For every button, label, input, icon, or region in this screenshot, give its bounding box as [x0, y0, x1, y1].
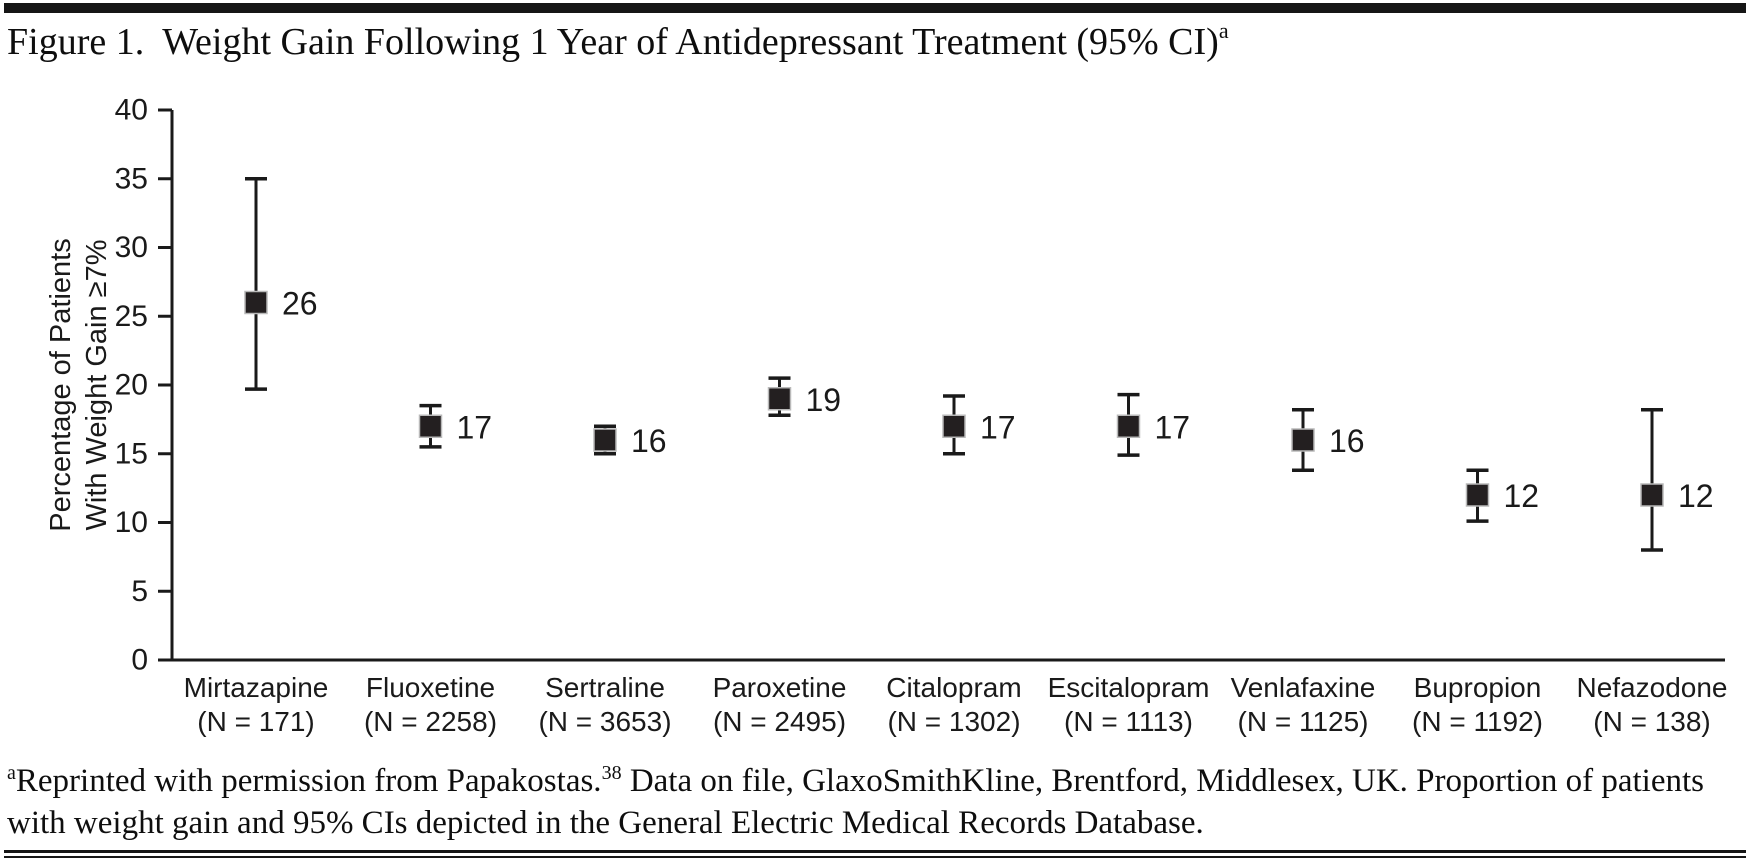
- point-marker: [1291, 428, 1315, 452]
- point-value-label: 17: [980, 409, 1016, 445]
- point-value-label: 17: [1155, 409, 1191, 445]
- x-label-drug: Fluoxetine: [366, 672, 495, 703]
- y-tick-label: 5: [131, 575, 148, 608]
- x-label-n: (N = 2258): [364, 706, 497, 737]
- point-value-label: 17: [457, 409, 493, 445]
- x-label-drug: Nefazodone: [1576, 672, 1727, 703]
- point-value-label: 12: [1504, 478, 1540, 514]
- x-label-drug: Escitalopram: [1048, 672, 1210, 703]
- footnote-citation-number: 38: [601, 762, 622, 784]
- x-label-drug: Mirtazapine: [184, 672, 329, 703]
- y-tick-label: 40: [115, 94, 148, 127]
- top-rule: [4, 3, 1746, 13]
- x-label-drug: Bupropion: [1414, 672, 1542, 703]
- y-tick-label: 35: [115, 162, 148, 195]
- figure-title-text: Weight Gain Following 1 Year of Antidepr…: [162, 21, 1219, 63]
- x-label-n: (N = 2495): [713, 706, 846, 737]
- y-axis-title-line2: With Weight Gain ≥7%: [81, 240, 113, 531]
- x-label-n: (N = 1192): [1412, 706, 1543, 737]
- x-label-drug: Paroxetine: [713, 672, 847, 703]
- x-label-n: (N = 171): [197, 706, 315, 737]
- point-marker: [942, 414, 966, 438]
- x-label-drug: Venlafaxine: [1231, 672, 1376, 703]
- point-value-label: 16: [1329, 423, 1365, 459]
- point-value-label: 19: [806, 382, 842, 418]
- point-marker: [244, 290, 268, 315]
- footnote-text-after-citation: Data on file, GlaxoSmithKline, Brentford…: [7, 763, 1704, 842]
- bottom-rule: [4, 850, 1746, 858]
- point-value-label: 12: [1678, 478, 1714, 514]
- x-label-drug: Sertraline: [545, 672, 665, 703]
- point-marker: [418, 414, 443, 438]
- point-marker: [593, 428, 617, 452]
- footnote-marker: a: [7, 762, 16, 784]
- y-tick-label: 30: [115, 231, 148, 264]
- x-label-n: (N = 1302): [887, 706, 1020, 737]
- x-label-n: (N = 3653): [538, 706, 671, 737]
- point-marker: [767, 387, 792, 411]
- point-marker: [1640, 483, 1664, 507]
- y-tick-label: 15: [115, 437, 148, 470]
- figure-title: Figure 1. Weight Gain Following 1 Year of…: [7, 20, 1229, 64]
- figure-footnote: aReprinted with permission from Papakost…: [7, 760, 1719, 844]
- y-tick-label: 0: [131, 644, 148, 677]
- point-marker: [1116, 414, 1141, 438]
- y-tick-label: 25: [115, 300, 148, 333]
- y-tick-label: 10: [115, 506, 148, 539]
- x-label-n: (N = 138): [1593, 706, 1711, 737]
- y-axis-title-line1: Percentage of Patients: [45, 238, 77, 531]
- footnote-text-before-citation: Reprinted with permission from Papakosta…: [15, 763, 602, 799]
- figure-title-footnote-marker: a: [1218, 18, 1229, 43]
- x-label-n: (N = 1113): [1064, 706, 1193, 737]
- y-tick-label: 20: [115, 369, 148, 402]
- point-value-label: 16: [631, 423, 667, 459]
- point-value-label: 26: [282, 286, 318, 322]
- weight-gain-error-bar-chart: 0 5 10 15 20 25 30 35 40 Percentage of Patients Wi…: [45, 94, 1728, 738]
- x-label-n: (N = 1125): [1238, 706, 1369, 737]
- figure-number: Figure 1.: [7, 21, 145, 63]
- x-label-drug: Citalopram: [886, 672, 1021, 703]
- point-marker: [1465, 483, 1490, 507]
